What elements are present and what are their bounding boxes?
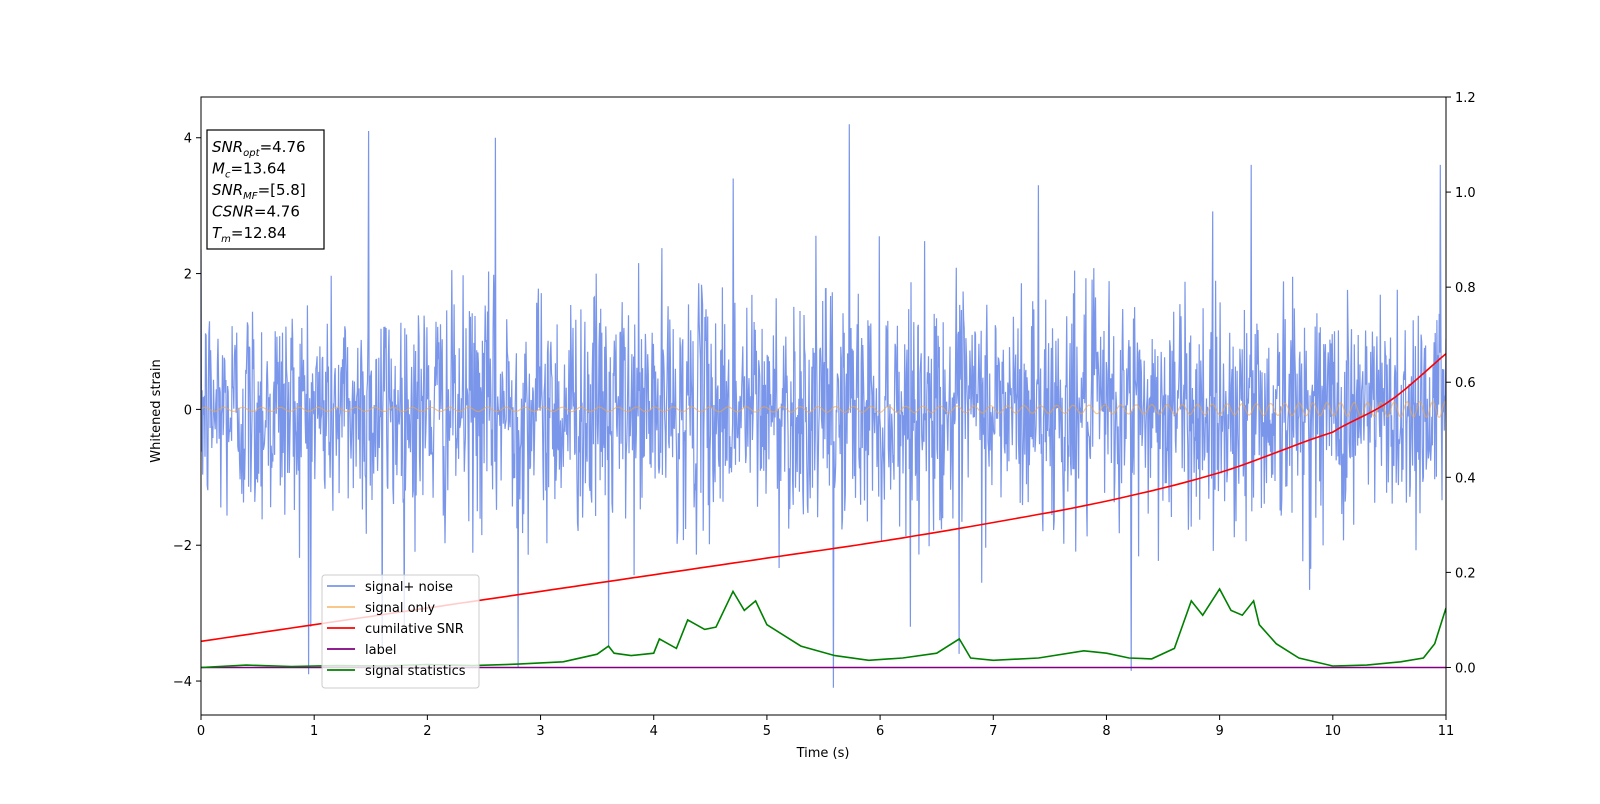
legend: signal+ noise signal only cumilative SNR la… (321, 574, 480, 689)
y-tick-label-right: 0.4 (1455, 471, 1476, 486)
y-tick-label-left: −4 (173, 675, 192, 690)
y-tick-label-right: 0.6 (1455, 376, 1476, 391)
info-box: SNRopt=4.76Mc=13.64SNRMF=[5.8]CSNR=4.76T… (206, 129, 325, 250)
legend-label-signal-noise: signal+ noise (365, 580, 453, 595)
y-tick-label-right: 0.2 (1455, 566, 1476, 581)
info-line-value: =4.76 (254, 203, 300, 221)
y-tick-label-left: 4 (184, 132, 192, 147)
info-line-symbol: SNR (212, 138, 243, 156)
info-line: SNRMF=[5.8] (212, 181, 306, 202)
legend-box (321, 574, 480, 689)
series-signal-statistics (201, 587, 1446, 669)
plot-frame (200, 96, 1447, 716)
x-tick-label: 10 (1325, 724, 1342, 739)
info-line-value: =4.76 (260, 138, 306, 156)
y-axis-label-left: Whitened strain (149, 359, 164, 462)
x-tick-label: 1 (310, 724, 318, 739)
x-tick-label: 2 (423, 724, 431, 739)
x-tick-label: 6 (876, 724, 884, 739)
info-line: Mc=13.64 (212, 160, 286, 181)
info-line-symbol: M (212, 160, 225, 178)
info-line: Tm=12.84 (212, 224, 286, 245)
info-line: SNRopt=4.76 (212, 138, 306, 159)
y-tick-label-left: 0 (184, 403, 192, 418)
info-line-symbol: SNR (212, 181, 243, 199)
x-tick-label: 7 (989, 724, 997, 739)
series-signal-only (201, 400, 1446, 419)
info-line-symbol: T (212, 224, 223, 242)
legend-label-label: label (365, 643, 396, 658)
x-tick-label: 5 (763, 724, 771, 739)
info-line: CSNR=4.76 (212, 203, 300, 221)
info-line-subscript: c (225, 170, 231, 181)
info-line-subscript: m (221, 234, 231, 245)
y-tick-label-left: −2 (173, 539, 192, 554)
axes: 0 1 2 3 4 5 6 7 8 9 10 11 −4 −2 0 2 4 0.0 0.2 0.4 0.6 0.8 1.0 1… (173, 91, 1476, 739)
info-line-value: =[5.8] (258, 181, 306, 199)
x-tick-label: 0 (197, 724, 205, 739)
x-tick-label: 3 (536, 724, 544, 739)
series-signal-noise (201, 124, 1446, 688)
y-tick-label-right: 0.8 (1455, 281, 1476, 296)
info-line-value: =13.64 (230, 160, 286, 178)
x-tick-label: 9 (1215, 724, 1223, 739)
legend-label-signal-statistics: signal statistics (365, 664, 466, 679)
x-tick-label: 8 (1102, 724, 1110, 739)
info-line-symbol: CSNR (212, 203, 254, 221)
info-line-subscript: MF (243, 191, 258, 202)
legend-label-cumilative-snr: cumilative SNR (365, 622, 464, 637)
y-tick-label-right: 1.0 (1455, 186, 1476, 201)
info-line-value: =12.84 (231, 224, 287, 242)
x-tick-label: 11 (1438, 724, 1455, 739)
legend-label-signal-only: signal only (365, 601, 435, 616)
y-tick-label-right: 0.0 (1455, 661, 1476, 676)
x-tick-label: 4 (650, 724, 658, 739)
info-box-frame (206, 129, 325, 250)
info-line-subscript: opt (243, 148, 260, 159)
y-tick-label-right: 1.2 (1455, 91, 1476, 106)
x-axis-label: Time (s) (796, 746, 850, 761)
y-tick-label-left: 2 (184, 268, 192, 283)
